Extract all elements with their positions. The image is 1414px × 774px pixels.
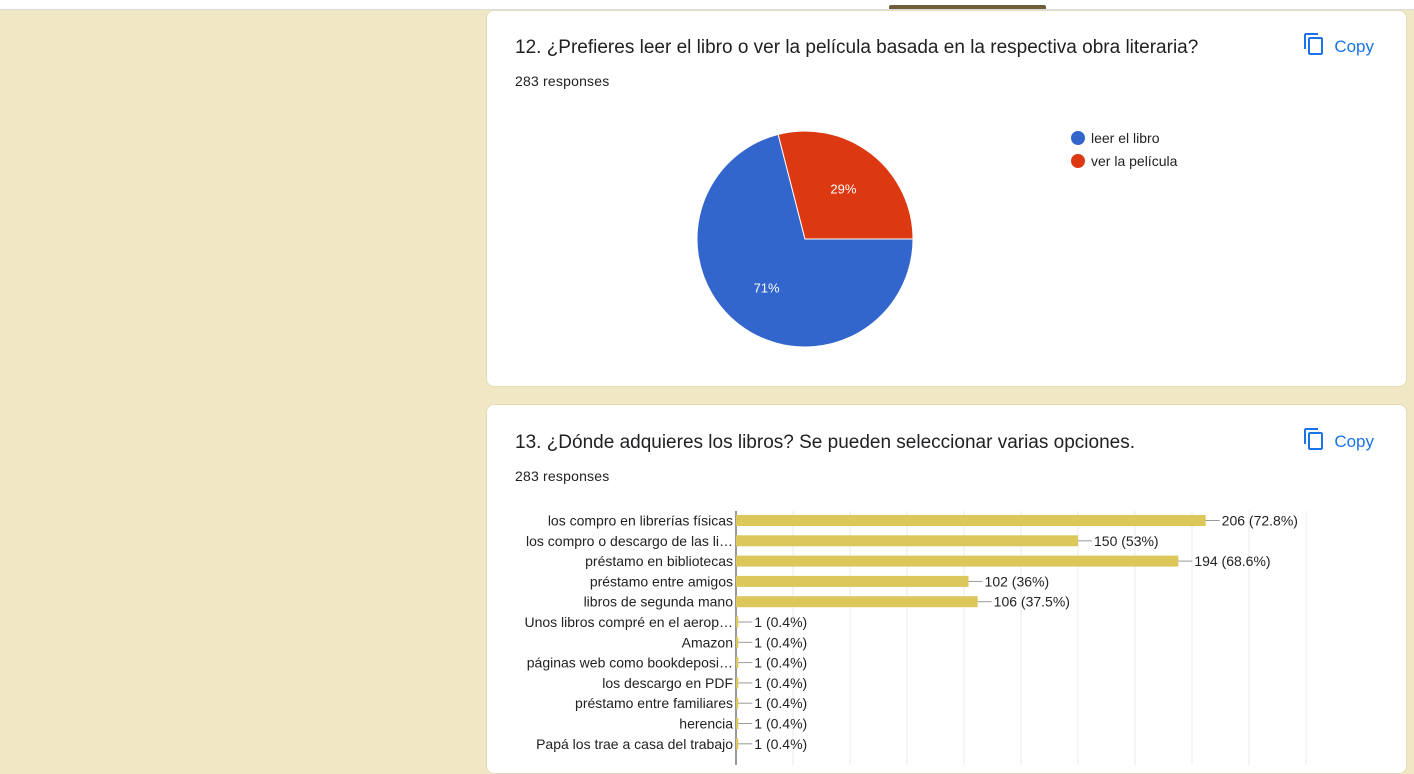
category-label: los compro o descargo de las li…	[526, 533, 733, 549]
data-label: 1 (0.4%)	[754, 634, 807, 650]
question-12-title: 12. ¿Prefieres leer el libro o ver la pe…	[515, 37, 1199, 58]
question-13-response-count: 283 responses	[515, 468, 610, 484]
data-label: 1 (0.4%)	[754, 655, 807, 671]
category-label: préstamo entre amigos	[590, 573, 733, 589]
copy-icon	[1302, 32, 1326, 61]
bar	[736, 718, 739, 729]
q12-copy-button[interactable]: Copy	[1302, 32, 1374, 61]
category-label: herencia	[679, 716, 733, 732]
bar	[736, 535, 1078, 547]
data-label: 206 (72.8%)	[1222, 513, 1298, 529]
bar	[736, 657, 739, 669]
pie-slice-label: 71%	[754, 280, 780, 295]
bar	[736, 575, 969, 587]
legend-marker	[1071, 154, 1085, 168]
category-label: páginas web como bookdeposi…	[527, 655, 733, 671]
bar	[736, 697, 739, 709]
q12-copy-label: Copy	[1334, 36, 1374, 56]
data-label: 106 (37.5%)	[994, 594, 1070, 610]
pie-chart: 71% 29% leer el libro ver la película	[696, 130, 1178, 348]
data-label: 1 (0.4%)	[754, 614, 807, 630]
data-label: 1 (0.4%)	[754, 716, 807, 732]
data-label: 1 (0.4%)	[754, 736, 807, 752]
data-label: 1 (0.4%)	[754, 675, 807, 691]
bar	[736, 738, 739, 750]
bar	[736, 555, 1179, 567]
data-label: 150 (53%)	[1094, 533, 1159, 549]
question-13-card: 13. ¿Dónde adquieres los libros? Se pued…	[486, 404, 1407, 774]
bar	[736, 515, 1206, 526]
category-label: Unos libros compré en el aerop…	[524, 614, 733, 630]
category-label: Papá los trae a casa del trabajo	[536, 736, 733, 752]
question-13-title: 13. ¿Dónde adquieres los libros? Se pued…	[515, 432, 1135, 453]
data-label: 102 (36%)	[985, 573, 1050, 589]
question-12-card: 12. ¿Prefieres leer el libro o ver la pe…	[486, 10, 1407, 387]
bar-chart: los compro en librerías físicas 206 (72.8…	[524, 511, 1307, 765]
category-label: préstamo en bibliotecas	[585, 553, 733, 569]
bar	[736, 636, 739, 648]
active-tab-indicator	[889, 5, 1046, 9]
bar	[736, 677, 739, 689]
category-label: Amazon	[682, 634, 733, 650]
question-12-response-count: 283 responses	[515, 73, 610, 89]
category-label: préstamo entre familiares	[575, 695, 733, 711]
bar	[736, 616, 739, 628]
pie-slice-label: 29%	[830, 182, 856, 197]
pie-slice	[777, 130, 914, 240]
data-label: 1 (0.4%)	[754, 695, 807, 711]
category-label: libros de segunda mano	[584, 594, 734, 610]
copy-icon	[1302, 427, 1326, 456]
bar	[736, 596, 978, 608]
category-label: los descargo en PDF	[602, 675, 733, 691]
legend-label: ver la película	[1091, 153, 1178, 169]
q13-copy-label: Copy	[1334, 431, 1374, 451]
top-bar	[0, 0, 1414, 10]
legend-label: leer el libro	[1091, 130, 1160, 146]
pie-slice	[696, 133, 914, 348]
legend-marker	[1071, 131, 1085, 145]
data-label: 194 (68.6%)	[1194, 553, 1270, 569]
q13-copy-button[interactable]: Copy	[1302, 427, 1374, 456]
category-label: los compro en librerías físicas	[548, 513, 733, 529]
